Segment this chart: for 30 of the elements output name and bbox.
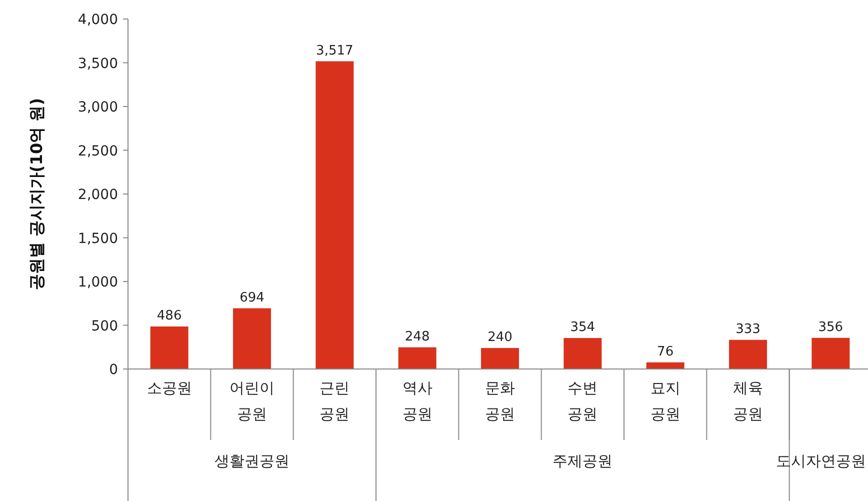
x-tick-label: 어린이 공원: [230, 379, 274, 423]
text: 도시자연공원: [776, 452, 866, 470]
data-label: 694: [240, 290, 264, 306]
y-tick-label: 0: [109, 362, 118, 378]
data-label: 354: [570, 320, 596, 336]
data-label: 486: [156, 308, 182, 324]
text: 주제공원: [552, 452, 613, 470]
data-label: 248: [404, 329, 430, 344]
y-tick-label: 2,000: [78, 187, 118, 203]
y-tick-label: 2,500: [78, 143, 118, 160]
data-label: 333: [736, 322, 760, 337]
text: 생활권공원: [214, 452, 290, 470]
data-label: 3,517: [316, 43, 354, 58]
x-tick-label: 묘지 공원: [650, 379, 680, 423]
y-axis-title: 공원별 공시지가(10억 원): [27, 98, 46, 290]
data-label: 356: [818, 320, 844, 335]
y-tick-label: 4,000: [78, 12, 118, 28]
x-tick-label: 소공원: [146, 379, 192, 397]
data-label: 240: [488, 330, 512, 345]
x-tick-label: 근린 공원: [320, 379, 350, 423]
x-tick-label: 문화 공원: [485, 379, 515, 423]
data-label: 76: [657, 344, 674, 360]
x-tick-label: 체육 공원: [733, 379, 763, 423]
y-tick-label: 500: [91, 318, 118, 334]
y-tick-label: 1,000: [78, 274, 118, 290]
y-tick-label: 3,000: [78, 100, 118, 116]
x-tick-label: 역사 공원: [402, 379, 432, 423]
x-tick-label: 수변 공원: [568, 379, 598, 423]
y-tick-label: 3,500: [78, 56, 118, 72]
y-tick-label: 1,500: [78, 230, 118, 247]
